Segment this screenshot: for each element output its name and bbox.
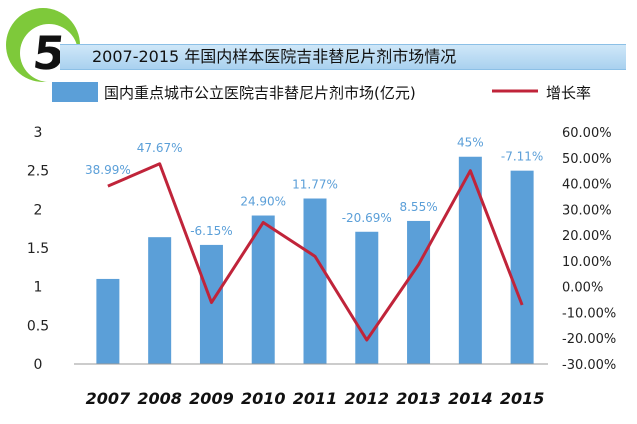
y-left-tick-label: 2.5 <box>27 164 49 180</box>
chart-title: 2007-2015 年国内样本医院吉非替尼片剂市场情况 <box>92 47 457 66</box>
bar <box>199 244 223 364</box>
y-right-tick-label: -20.00% <box>562 332 616 347</box>
bar <box>510 170 534 364</box>
y-left-tick-label: 0 <box>34 357 43 373</box>
y-right-tick-label: 60.00% <box>562 126 612 141</box>
y-right-tick-label: -10.00% <box>562 306 616 321</box>
y-left-tick-label: 2 <box>34 202 43 218</box>
bar <box>251 215 275 364</box>
growth-rate-data-label: -6.15% <box>190 224 232 238</box>
x-category-label: 2011 <box>293 389 338 408</box>
y-left-tick-label: 3 <box>34 125 43 141</box>
y-right-tick-label: 50.00% <box>562 152 612 167</box>
y-left-tick-label: 1.5 <box>27 241 49 257</box>
legend-bar-swatch <box>52 82 98 102</box>
growth-rate-data-label: 24.90% <box>240 195 286 209</box>
y-right-tick-label: 40.00% <box>562 178 612 193</box>
y-right-tick-label: 0.00% <box>562 281 603 296</box>
x-category-label: 2013 <box>396 389 441 408</box>
y-right-tick-label: 30.00% <box>562 203 612 218</box>
growth-rate-data-label: 8.55% <box>399 200 437 214</box>
y-left-tick-label: 0.5 <box>27 318 49 334</box>
growth-rate-data-label: 45% <box>457 136 484 150</box>
bar <box>303 198 327 364</box>
x-category-label: 2015 <box>500 389 545 408</box>
y-left-tick-label: 1 <box>34 280 43 296</box>
x-category-label: 2012 <box>345 389 390 408</box>
growth-rate-data-label: 11.77% <box>292 178 338 192</box>
y-right-tick-label: 10.00% <box>562 255 612 270</box>
growth-rate-line <box>107 162 524 342</box>
bar <box>407 220 431 364</box>
x-category-label: 2007 <box>86 389 131 408</box>
x-category-label: 2010 <box>241 389 286 408</box>
x-category-label: 2009 <box>189 389 234 408</box>
bar <box>148 237 172 364</box>
bar <box>96 278 120 364</box>
title-bar <box>60 44 626 70</box>
x-category-label: 2008 <box>137 389 182 408</box>
x-category-label: 2014 <box>448 389 493 408</box>
legend-line-label: 增长率 <box>546 84 591 102</box>
growth-rate-data-label: 47.67% <box>137 141 183 155</box>
legend-bar-label: 国内重点城市公立医院吉非替尼片剂市场(亿元) <box>104 84 416 102</box>
growth-rate-data-label: 38.99% <box>85 163 131 177</box>
bar <box>458 156 482 364</box>
growth-rate-data-label: -20.69% <box>342 211 392 225</box>
y-right-tick-label: -30.00% <box>562 358 616 373</box>
y-right-tick-label: 20.00% <box>562 229 612 244</box>
bar <box>355 231 379 364</box>
growth-rate-data-label: -7.11% <box>501 150 543 164</box>
